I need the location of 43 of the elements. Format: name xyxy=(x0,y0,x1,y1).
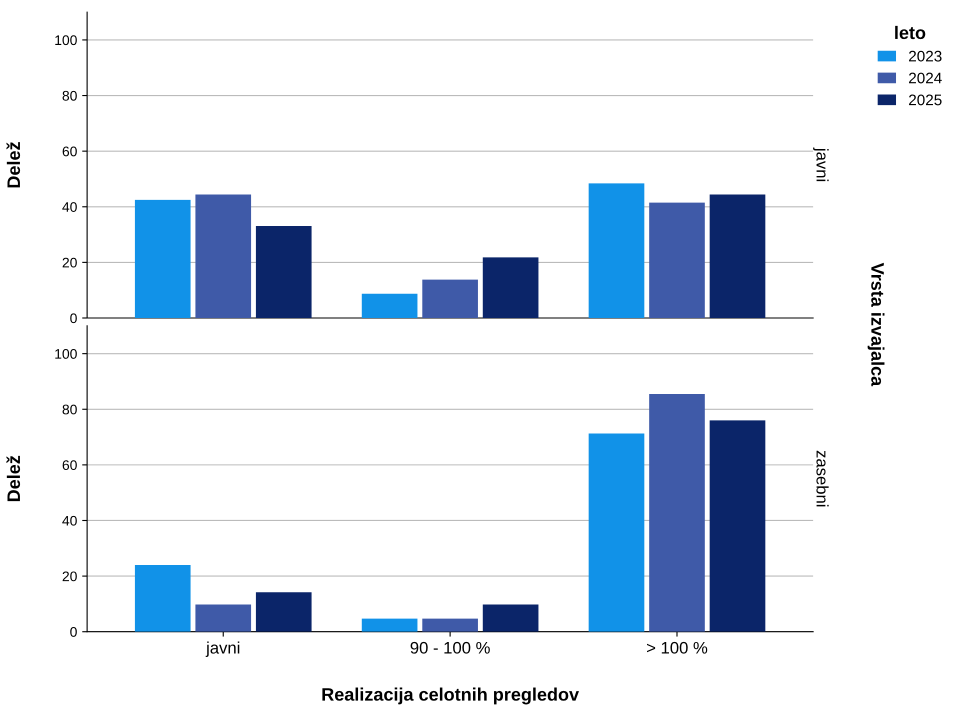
text: Vrsta izvajalca xyxy=(868,262,884,386)
y-tick-label: 60 xyxy=(62,146,77,156)
bar xyxy=(195,194,252,318)
bar xyxy=(362,618,418,632)
bar xyxy=(422,618,478,632)
y-tick-label: 60 xyxy=(62,460,77,470)
bar xyxy=(482,604,538,632)
annotation: javni xyxy=(813,148,829,182)
text: zasebni xyxy=(816,450,829,506)
bar xyxy=(482,257,538,318)
bar xyxy=(422,280,478,318)
y-tick-label: 0 xyxy=(70,627,77,637)
legend-label: 2023 xyxy=(909,50,942,62)
bar xyxy=(256,226,312,318)
bar xyxy=(256,592,312,632)
bar xyxy=(588,183,644,318)
y-axis-title: Delež xyxy=(6,456,20,502)
bar xyxy=(649,394,705,632)
y-tick-label: 100 xyxy=(55,348,77,359)
y-tick-label: 20 xyxy=(62,571,77,582)
bar xyxy=(134,200,191,318)
bar xyxy=(649,202,705,318)
bar xyxy=(588,433,644,632)
y-tick-label: 80 xyxy=(62,404,77,414)
y-tick-label: 100 xyxy=(55,35,77,46)
y-tick-label: 40 xyxy=(62,516,77,526)
x-tick-label: 90 - 100 % xyxy=(410,642,490,654)
legend-title: leto xyxy=(895,26,926,40)
y-tick-label: 0 xyxy=(70,313,77,324)
bar xyxy=(195,604,252,632)
y-tick-label: 20 xyxy=(62,258,77,268)
y-tick-label: 80 xyxy=(62,90,77,101)
bar xyxy=(710,420,766,632)
bar xyxy=(134,564,191,632)
bar xyxy=(362,294,418,318)
x-tick-label: > 100 % xyxy=(647,642,708,654)
legend-label: 2025 xyxy=(909,94,942,106)
y-tick-label: 40 xyxy=(62,202,77,212)
x-axis-title: Realizacija celotnih pregledov xyxy=(322,688,579,704)
x-tick-label: javni xyxy=(206,641,240,657)
y-axis-title: Delež xyxy=(6,142,20,188)
legend-label: 2024 xyxy=(909,72,942,84)
bar xyxy=(710,194,766,318)
